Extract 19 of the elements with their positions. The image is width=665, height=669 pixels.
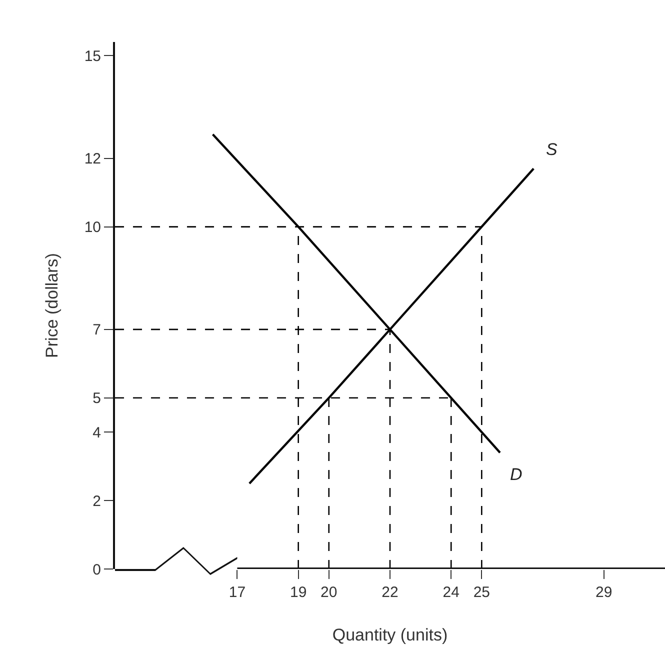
x-tick-label: 19	[290, 584, 307, 601]
series-label: S	[546, 140, 558, 159]
y-tick-label: 0	[92, 561, 101, 578]
series-label: D	[510, 465, 522, 484]
x-tick-label: 22	[382, 584, 398, 601]
x-tick-label: 25	[473, 584, 490, 601]
y-tick-label: 15	[84, 48, 101, 65]
x-tick-label: 29	[596, 584, 612, 601]
y-tick-label: 12	[84, 150, 101, 168]
x-axis-title: Quantity (units)	[332, 625, 448, 644]
x-tick-label: 20	[320, 584, 338, 601]
y-tick-label: 5	[92, 390, 101, 408]
y-axis-title: Price (dollars)	[42, 253, 62, 358]
x-tick-label: 24	[442, 584, 460, 601]
y-tick-label: 4	[92, 424, 101, 442]
y-tick-label: 10	[84, 219, 101, 236]
y-tick-label: 7	[92, 322, 101, 339]
y-tick-label: 2	[92, 492, 101, 510]
x-tick-label: 17	[228, 584, 246, 601]
